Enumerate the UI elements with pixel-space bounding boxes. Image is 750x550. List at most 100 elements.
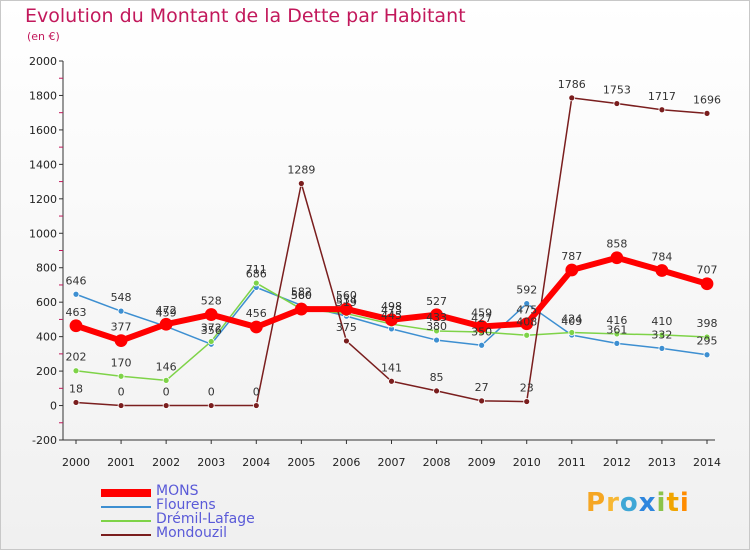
data-label: 787 — [561, 250, 582, 263]
data-label: 456 — [246, 307, 267, 320]
data-label: 582 — [291, 285, 312, 298]
data-point — [162, 376, 170, 384]
y-tick-label: 1800 — [29, 89, 57, 102]
data-point — [475, 320, 489, 333]
data-label: 1753 — [603, 84, 631, 97]
data-label: 560 — [291, 289, 312, 302]
data-point — [72, 290, 80, 298]
data-point — [207, 402, 215, 409]
data-label: 592 — [516, 284, 537, 297]
data-point — [69, 319, 83, 333]
data-point — [613, 100, 621, 107]
data-point — [568, 329, 576, 336]
data-point — [117, 402, 125, 409]
data-point — [568, 94, 576, 102]
data-label: 170 — [111, 356, 132, 369]
data-label: 784 — [651, 250, 672, 263]
x-tick-label: 2000 — [62, 456, 90, 469]
data-label: 445 — [381, 309, 402, 322]
proxiti-logo: Proxiti — [586, 488, 690, 518]
data-label: 0 — [118, 386, 125, 399]
y-tick-label: 200 — [36, 365, 57, 378]
data-point — [655, 264, 669, 277]
data-label: 527 — [426, 295, 447, 308]
data-label: 0 — [253, 386, 260, 399]
x-tick-label: 2009 — [468, 456, 496, 469]
legend-label: MONS — [156, 483, 199, 499]
data-point — [297, 180, 305, 187]
data-point — [249, 320, 263, 334]
data-label: 398 — [697, 317, 718, 330]
data-label: 141 — [381, 361, 402, 374]
data-label: 519 — [336, 296, 357, 309]
data-point — [117, 372, 125, 380]
data-point — [433, 387, 440, 395]
data-label: 410 — [651, 315, 672, 328]
data-label: 356 — [201, 324, 222, 337]
data-point — [159, 317, 173, 331]
x-tick-label: 2005 — [287, 456, 315, 469]
y-tick-label: -200 — [32, 434, 57, 447]
x-tick-label: 2004 — [242, 456, 270, 469]
data-label: 459 — [156, 306, 177, 319]
legend-swatch — [101, 520, 151, 522]
data-point — [117, 307, 125, 315]
data-label: 1289 — [287, 163, 315, 176]
data-label: 409 — [561, 315, 582, 328]
data-label: 707 — [697, 264, 718, 277]
legend-swatch — [101, 506, 151, 508]
data-label: 380 — [426, 320, 447, 333]
data-label: 416 — [606, 314, 627, 327]
data-label: 534 — [336, 294, 357, 307]
data-label: 377 — [111, 321, 132, 334]
data-point — [478, 341, 486, 349]
data-label: 350 — [471, 325, 492, 338]
x-tick-label: 2013 — [648, 456, 676, 469]
data-label: 459 — [471, 306, 492, 319]
x-tick-label: 2003 — [197, 456, 225, 469]
data-label: 463 — [66, 306, 87, 319]
legend-item: Drémil-Lafage — [101, 511, 321, 528]
legend-label: Flourens — [156, 497, 216, 513]
legend-label: Mondouzil — [156, 525, 227, 541]
data-label: 85 — [430, 371, 444, 384]
data-point — [658, 106, 666, 114]
series-line-mondouzil — [75, 97, 708, 407]
data-label: 498 — [381, 300, 402, 313]
data-point — [388, 377, 395, 385]
y-tick-label: 600 — [36, 296, 57, 309]
legend-swatch — [101, 489, 151, 497]
data-point — [162, 402, 170, 409]
y-tick-label: 2000 — [29, 55, 57, 68]
data-point — [658, 344, 666, 352]
data-label: 473 — [381, 304, 402, 317]
data-point — [433, 336, 440, 344]
data-label: 23 — [520, 382, 534, 395]
legend-item: Mondouzil — [101, 525, 321, 542]
x-tick-label: 2007 — [378, 456, 406, 469]
data-label: 18 — [69, 382, 83, 395]
data-label: 202 — [66, 351, 87, 364]
data-label: 646 — [66, 274, 87, 287]
data-label: 408 — [516, 315, 537, 328]
y-tick-label: 800 — [36, 262, 57, 275]
data-label: 295 — [697, 335, 718, 348]
data-point — [523, 398, 531, 405]
data-point — [114, 334, 128, 347]
data-label: 1717 — [648, 90, 676, 103]
x-tick-label: 2006 — [332, 456, 360, 469]
data-point — [523, 331, 531, 339]
y-tick-label: 1000 — [29, 227, 57, 240]
data-point — [478, 397, 486, 405]
data-point — [72, 367, 80, 375]
data-point — [430, 308, 443, 322]
data-point — [520, 317, 534, 331]
data-point — [610, 251, 624, 265]
chart-subtitle: (en €) — [27, 30, 60, 43]
data-point — [703, 109, 711, 117]
data-point — [700, 277, 714, 291]
data-label: 146 — [156, 360, 177, 373]
data-label: 0 — [163, 386, 170, 399]
x-tick-label: 2011 — [558, 456, 586, 469]
